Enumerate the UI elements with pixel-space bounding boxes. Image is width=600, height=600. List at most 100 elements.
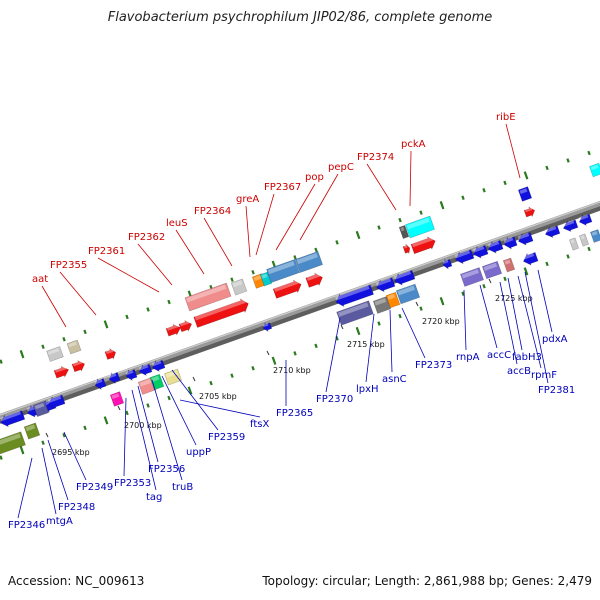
label-leader-line <box>389 309 393 373</box>
gene-arrow <box>178 320 193 333</box>
label-leader-line <box>517 275 542 369</box>
reverse-gene-label: ftsX <box>250 419 269 430</box>
forward-gene-label: FP2374 <box>357 152 394 163</box>
strand-dot <box>566 254 570 259</box>
strand-dot <box>167 299 171 305</box>
label-leader-line <box>365 313 375 383</box>
gene-box <box>502 257 516 273</box>
strand-dot <box>251 269 255 275</box>
gene-box <box>568 237 580 251</box>
forward-gene-label: FP2364 <box>194 206 231 217</box>
strand-dot <box>482 284 486 289</box>
reverse-gene-label: truB <box>172 482 193 493</box>
gene-arrow <box>393 270 416 286</box>
strand-dot <box>230 373 234 378</box>
gene-arrow <box>138 363 153 376</box>
strand-dot <box>523 171 529 180</box>
reverse-gene-label: asnC <box>382 374 407 385</box>
strand-dot <box>587 150 591 156</box>
gene-box <box>137 377 157 395</box>
forward-gene-label: FP2367 <box>264 182 301 193</box>
strand-dot <box>439 297 445 306</box>
strand-dot <box>355 326 361 336</box>
strand-dot <box>230 277 234 282</box>
gene-features <box>0 162 600 455</box>
forward-gene-label: pckA <box>401 139 426 150</box>
strand-dot <box>103 416 109 425</box>
gene-box <box>184 282 232 312</box>
label-leader-line <box>255 193 275 256</box>
strand-dot <box>587 246 591 252</box>
forward-gene-label: FP2361 <box>88 246 125 257</box>
gene-arrow <box>375 277 396 293</box>
scale-tick-mark <box>192 376 196 382</box>
scale-tick-mark <box>266 350 270 356</box>
forward-gene-label: FP2362 <box>128 232 165 243</box>
reverse-gene-label: fabH3 <box>512 352 542 363</box>
label-leader-line <box>409 150 412 207</box>
reverse-gene-label: FP2359 <box>208 432 245 443</box>
strand-dot <box>545 165 549 171</box>
label-leader-line <box>151 379 183 481</box>
label-leader-line <box>507 277 523 351</box>
strand-dot <box>19 350 25 359</box>
label-leader-line <box>299 173 339 241</box>
scale-tick-label: 2700 kbp <box>124 421 162 430</box>
label-leader-line <box>17 457 33 519</box>
reverse-gene-label: FP2353 <box>114 478 151 489</box>
label-leader-line <box>137 385 159 463</box>
reverse-gene-label: FP2348 <box>58 502 95 513</box>
scale-tick-label: 2720 kbp <box>422 317 460 326</box>
label-leader-line <box>499 281 518 365</box>
gene-box <box>398 224 410 240</box>
reverse-gene-label: FP2365 <box>276 408 313 419</box>
gene-box <box>23 422 41 440</box>
reverse-gene-label: FP2373 <box>415 360 452 371</box>
strand-dot <box>0 455 3 460</box>
gene-arrow <box>262 321 273 333</box>
strand-dot <box>503 180 507 186</box>
scale-tick-mark <box>415 301 419 307</box>
label-leaders <box>17 123 553 519</box>
gene-arrow <box>305 272 323 288</box>
forward-gene-label: leuS <box>166 218 188 229</box>
gene-arrow <box>503 236 518 250</box>
strand-dot <box>103 320 109 329</box>
strand-dot <box>419 210 423 215</box>
reverse-gene-label: FP2356 <box>148 464 185 475</box>
strand-dot <box>209 380 213 386</box>
scale-tick-label: 2725 kbp <box>495 294 533 303</box>
label-leader-line <box>463 289 467 351</box>
gene-box <box>395 283 421 305</box>
gene-box <box>109 391 125 407</box>
reverse-gene-label: mtgA <box>46 516 73 527</box>
gene-arrow <box>71 360 86 373</box>
backbone-highlight <box>0 201 600 416</box>
gene-arrow <box>517 232 534 246</box>
gene-arrow <box>108 372 121 385</box>
strand-dot <box>398 217 402 223</box>
strand-dot <box>293 255 297 260</box>
strand-dot <box>167 395 171 401</box>
strand-dot <box>355 230 361 240</box>
reverse-gene-label: FP2381 <box>538 385 575 396</box>
strand-dot <box>0 359 3 364</box>
gene-box <box>266 259 300 283</box>
genome-title: Flavobacterium psychrophilum JIP02/86, c… <box>107 10 493 25</box>
label-leader-line <box>41 285 67 328</box>
scale-tick-label: 2710 kbp <box>273 366 311 375</box>
label-leader-line <box>59 271 97 316</box>
gene-arrow <box>104 347 117 360</box>
accession-text: Accession: NC_009613 <box>8 574 145 588</box>
forward-gene-label: pop <box>305 172 324 183</box>
strand-dot <box>83 425 87 431</box>
label-leader-line <box>203 217 233 267</box>
gene-box <box>578 233 590 247</box>
strand-dot <box>419 306 423 311</box>
strand-dot <box>503 276 507 282</box>
strand-dot <box>125 410 129 416</box>
scale-tick-mark <box>117 405 121 411</box>
gene-arrow <box>94 378 107 391</box>
label-leader-line <box>175 229 205 275</box>
